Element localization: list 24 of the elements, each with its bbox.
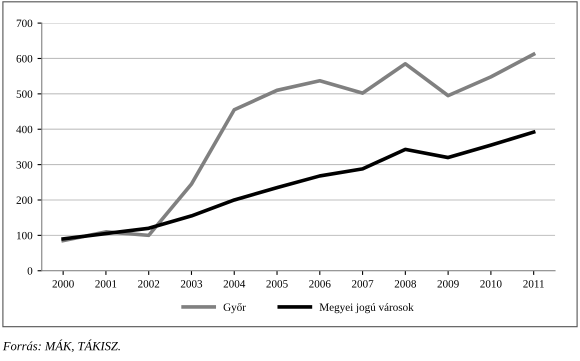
y-tick-label: 0 — [28, 267, 32, 275]
y-tick-label: 100 — [17, 232, 32, 240]
y-tick-label: 200 — [16, 196, 32, 204]
x-tick-label: 2001 — [95, 280, 116, 288]
y-tick-label: 300 — [16, 161, 32, 169]
line-series — [61, 130, 536, 241]
x-tick-label: 2011 — [523, 280, 544, 288]
x-tick-label: 2008 — [394, 280, 416, 288]
x-tick-label: 2005 — [266, 280, 288, 288]
y-tick-label: 400 — [16, 126, 32, 134]
x-tick-label: 2009 — [438, 280, 459, 288]
legend-label: Győr — [224, 303, 246, 314]
x-tick-label: 2002 — [138, 280, 160, 288]
text: Forrás: MÁK, TÁKISZ. — [2, 340, 120, 352]
x-tick-label: 2010 — [480, 280, 502, 288]
legend-label: Megyei jogú városok — [320, 303, 414, 314]
x-tick-label: 2006 — [309, 280, 331, 288]
x-tick-label: 2003 — [180, 280, 202, 288]
x-tick-label: 2004 — [224, 280, 246, 288]
x-tick-label: 2007 — [352, 280, 374, 288]
y-tick-label: 500 — [16, 90, 32, 98]
x-tick-label: 2000 — [52, 280, 74, 288]
y-tick-label: 600 — [16, 54, 32, 62]
y-tick-label: 700 — [16, 20, 32, 28]
